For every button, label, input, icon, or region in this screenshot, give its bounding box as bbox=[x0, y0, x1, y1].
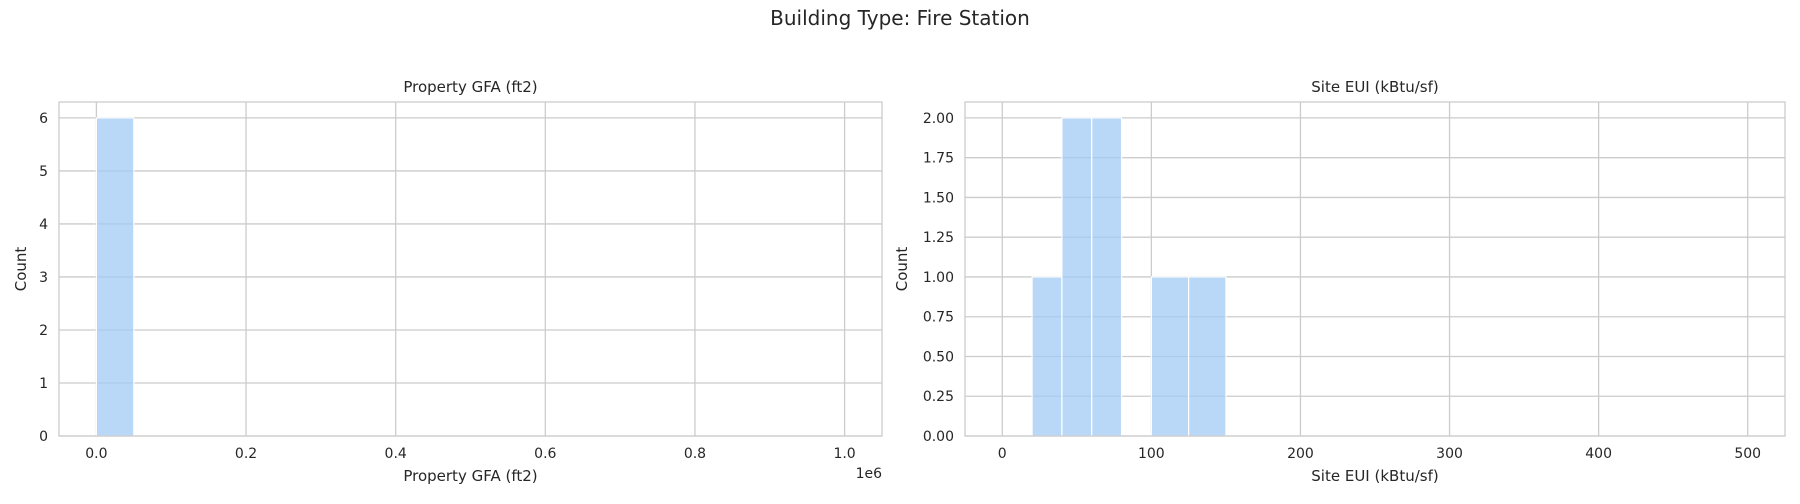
histogram-bar bbox=[1061, 117, 1093, 437]
histogram-bar bbox=[95, 117, 135, 437]
histogram-bar bbox=[1091, 117, 1123, 437]
y-tick-label: 1.00 bbox=[923, 270, 954, 286]
y-tick-label: 1 bbox=[39, 376, 48, 392]
x-tick-label: 0.6 bbox=[534, 446, 556, 462]
y-tick-label: 1.50 bbox=[923, 190, 954, 206]
chart-title: Site EUI (kBtu/sf) bbox=[1311, 78, 1438, 96]
x-axis-label: Property GFA (ft2) bbox=[403, 467, 537, 485]
y-tick-label: 4 bbox=[39, 217, 48, 233]
figure-title: Building Type: Fire Station bbox=[770, 6, 1030, 30]
y-tick-label: 0 bbox=[39, 429, 48, 445]
x-axis-offset-label: 1e6 bbox=[856, 466, 883, 482]
x-tick-label: 0.8 bbox=[684, 446, 706, 462]
x-tick-label: 0.0 bbox=[85, 446, 107, 462]
x-tick-label: 100 bbox=[1138, 446, 1165, 462]
plot-frame bbox=[58, 101, 883, 437]
y-tick-label: 2 bbox=[39, 323, 48, 339]
y-axis-label: Count bbox=[12, 247, 30, 292]
histogram-bar bbox=[1031, 276, 1063, 437]
y-tick-label: 3 bbox=[39, 270, 48, 286]
chart-title: Property GFA (ft2) bbox=[403, 78, 537, 96]
y-tick-label: 0.50 bbox=[923, 349, 954, 365]
histogram-bar bbox=[1188, 276, 1227, 437]
y-tick-label: 2.00 bbox=[923, 111, 954, 127]
x-tick-label: 0.4 bbox=[385, 446, 407, 462]
y-tick-label: 0.00 bbox=[923, 429, 954, 445]
y-tick-label: 6 bbox=[39, 111, 48, 127]
histogram-bar bbox=[1150, 276, 1190, 437]
x-tick-label: 0.2 bbox=[235, 446, 257, 462]
x-tick-label: 200 bbox=[1287, 446, 1314, 462]
y-tick-label: 0.25 bbox=[923, 389, 954, 405]
plot-frame bbox=[964, 101, 1786, 437]
x-tick-label: 500 bbox=[1734, 446, 1761, 462]
y-tick-label: 1.75 bbox=[923, 151, 954, 167]
x-tick-label: 1.0 bbox=[833, 446, 855, 462]
y-tick-label: 1.25 bbox=[923, 230, 954, 246]
x-tick-label: 300 bbox=[1436, 446, 1463, 462]
x-axis-label: Site EUI (kBtu/sf) bbox=[1311, 467, 1438, 485]
chart-panel-site-eui: 0 100 200 300 400 500 0.00 0.25 0.50 0.75 1.00 1.25… bbox=[893, 78, 1786, 485]
x-tick-label: 0 bbox=[998, 446, 1007, 462]
y-axis-label: Count bbox=[893, 247, 911, 292]
y-tick-label: 5 bbox=[39, 164, 48, 180]
y-tick-label: 0.75 bbox=[923, 310, 954, 326]
chart-panel-gfa: 0.0 0.2 0.4 0.6 0.8 1.0 0 1 2 3 4 5 6 Property GFA (f… bbox=[12, 78, 883, 485]
x-tick-label: 400 bbox=[1585, 446, 1612, 462]
